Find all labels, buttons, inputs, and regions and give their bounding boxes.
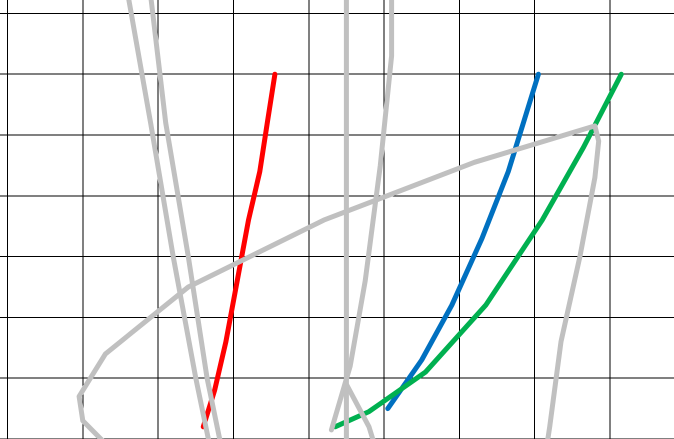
series-line-3 [332, 71, 624, 430]
series-line-5 [148, 0, 223, 439]
chart-series-group [76, 0, 624, 439]
series-line-9 [76, 123, 602, 439]
series-line-4 [126, 0, 211, 439]
series-line-8 [328, 0, 395, 433]
series-line-1 [200, 71, 278, 430]
series-line-2 [385, 71, 541, 412]
series-line-6 [343, 381, 376, 439]
